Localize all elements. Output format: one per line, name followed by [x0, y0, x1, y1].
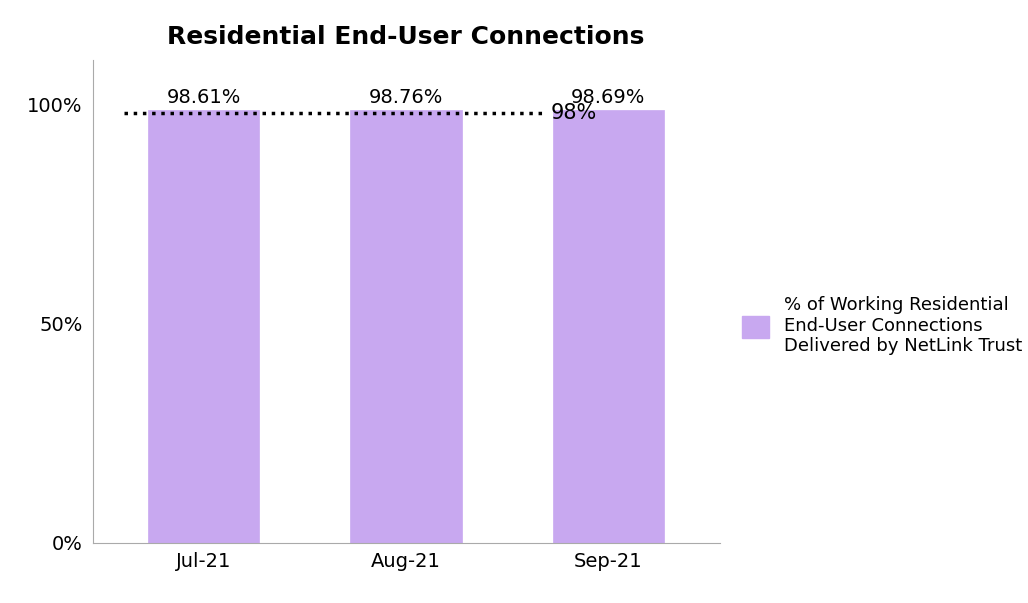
Text: 98.61%: 98.61%: [167, 88, 241, 107]
Text: 98%: 98%: [550, 103, 596, 123]
Bar: [148, 110, 259, 543]
Title: Residential End-User Connections: Residential End-User Connections: [168, 25, 645, 49]
Bar: [351, 110, 462, 543]
Text: 98.76%: 98.76%: [369, 87, 443, 107]
Bar: [553, 110, 664, 543]
Legend: % of Working Residential
End-User Connections
Delivered by NetLink Trust: % of Working Residential End-User Connec…: [735, 289, 1028, 362]
Text: 98.69%: 98.69%: [572, 88, 646, 107]
